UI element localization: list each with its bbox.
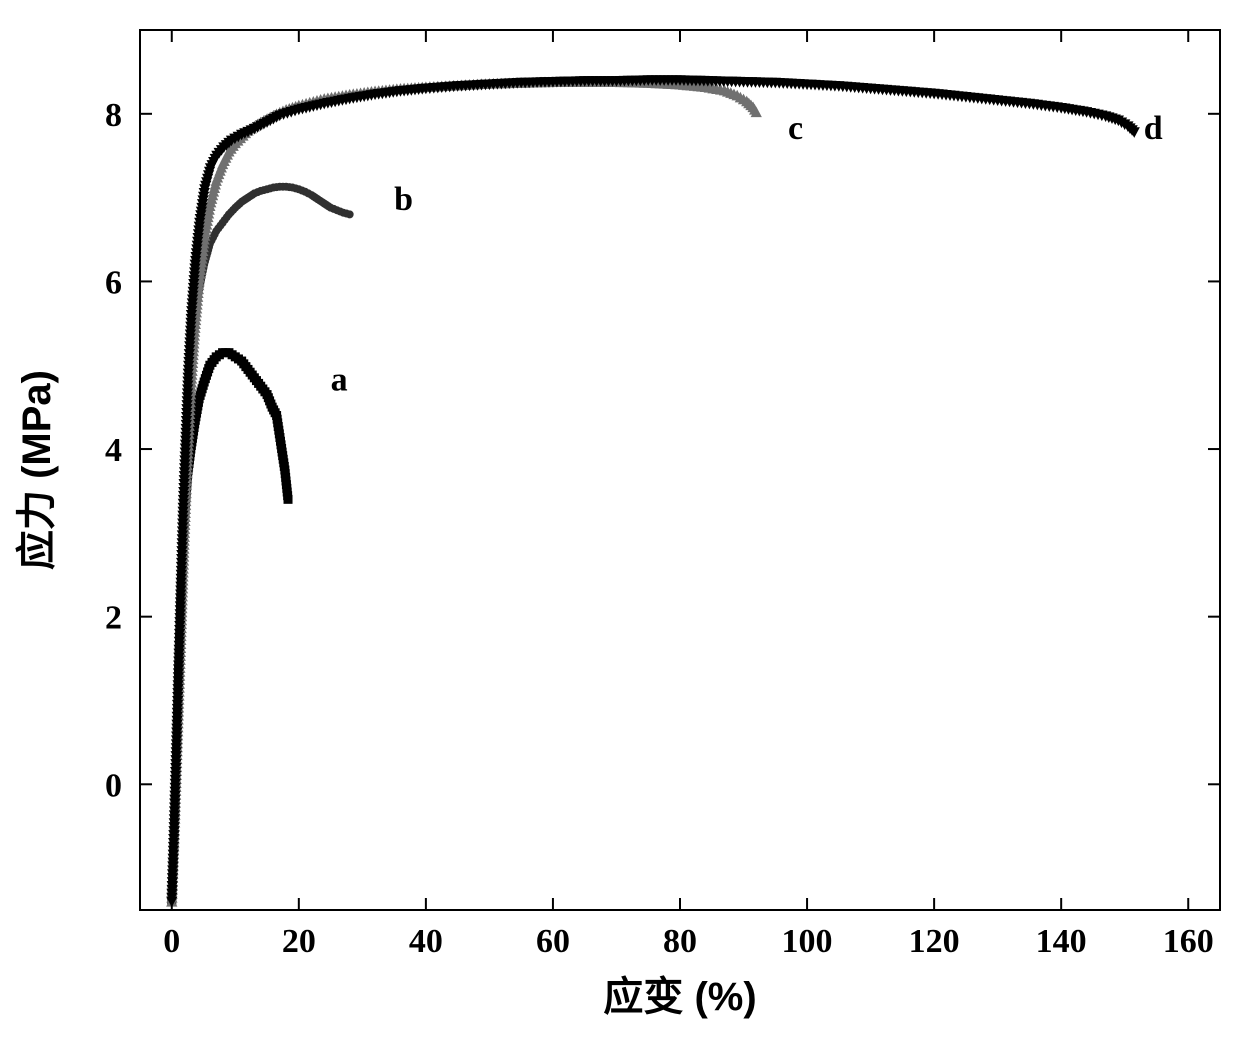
x-tick-label: 40 — [409, 923, 443, 960]
y-axis-title: 应力 (MPa) — [15, 370, 59, 570]
x-tick-label: 140 — [1036, 923, 1087, 960]
x-tick-label: 20 — [282, 923, 316, 960]
y-tick-label: 8 — [105, 97, 122, 134]
x-tick-label: 120 — [909, 923, 960, 960]
x-tick-label: 160 — [1163, 923, 1214, 960]
series-label-a: a — [331, 361, 348, 398]
series-label-c: c — [788, 110, 803, 147]
x-tick-label: 80 — [663, 923, 697, 960]
y-tick-label: 4 — [105, 432, 122, 469]
series-label-b: b — [394, 181, 413, 218]
y-tick-label: 6 — [105, 264, 122, 301]
y-tick-label: 0 — [105, 767, 122, 804]
x-tick-label: 100 — [782, 923, 833, 960]
x-axis-title: 应变 (%) — [603, 975, 756, 1019]
x-tick-label: 0 — [163, 923, 180, 960]
y-tick-label: 2 — [105, 600, 122, 637]
x-tick-label: 60 — [536, 923, 570, 960]
series-label-d: d — [1144, 110, 1163, 147]
stress-strain-chart: 0 20 40 60 80 100 120 140 160 0 2 4 6 8 应变 (%) 应力 (MPa)… — [0, 0, 1256, 1050]
